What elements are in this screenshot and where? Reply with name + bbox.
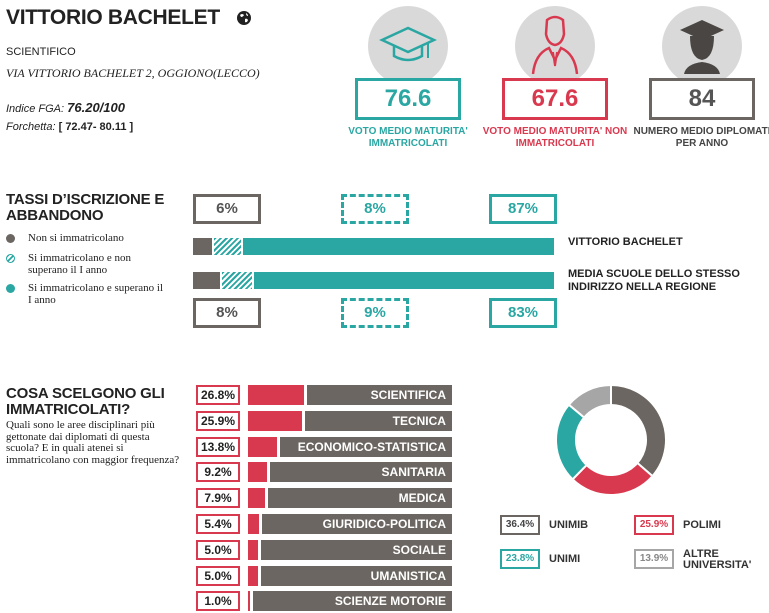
kpi-value: 67.6 [502, 78, 608, 120]
legend-dot [6, 284, 15, 293]
discipline-name: SCIENTIFICA [307, 385, 452, 405]
discipline-bar [248, 591, 251, 612]
slice-unimib [610, 384, 667, 478]
graduate-icon [680, 20, 724, 74]
discipline-pct: 9.2% [196, 462, 240, 483]
discipline-pct: 5.0% [196, 565, 240, 586]
range-label: Forchetta: [6, 121, 56, 133]
fga-index: Indice FGA: 76.20/100 [6, 100, 125, 115]
bar-segment-not-enrolled [193, 272, 220, 289]
discipline-pct: 13.8% [196, 436, 240, 457]
discipline-name: SANITARIA [270, 462, 452, 483]
discipline-row: 5.4% GIURIDICO-POLITICA [196, 514, 452, 534]
bar-segment-enrolled-failed [221, 272, 253, 289]
discipline-name: UMANISTICA [261, 565, 452, 586]
kpi-label: VOTO MEDIO MATURITA' IMMATRICOLATI [348, 126, 468, 149]
discipline-bar [248, 488, 265, 509]
legend-name-altre: ALTRE UNIVERSITA' [683, 548, 752, 571]
discipline-row: 13.8% ECONOMICO-STATISTICA [196, 436, 452, 457]
disciplines-title: COSA SCELGONO GLI IMMATRICOLATI? [6, 386, 165, 418]
bar-segment-enrolled-passed [243, 238, 554, 255]
disciplines-title-line1: COSA SCELGONO GLI [6, 385, 165, 402]
school-name: VITTORIO BACHELET [6, 6, 220, 29]
disciplines-title-line2: IMMATRICOLATI? [6, 401, 131, 418]
legend-name-unimib: UNIMIB [549, 519, 589, 531]
fga-value: 76.20/100 [67, 100, 125, 115]
school-address: VIA VITTORIO BACHELET 2, OGGIONO(LECCO) [6, 66, 260, 80]
school-not-enrolled-pct: 6% [193, 194, 261, 224]
legend-dot [6, 254, 15, 263]
legend-enrolled-passed: Si immatricolano e superano il I anno [6, 282, 166, 306]
kpi-value: 76.6 [355, 78, 461, 120]
discipline-pct: 7.9% [196, 488, 240, 509]
discipline-name: ECONOMICO-STATISTICA [279, 436, 452, 457]
enrollment-title: TASSI D’ISCRIZIONE E ABBANDONO [6, 192, 164, 224]
region-bar-label: MEDIA SCUOLE DELLO STESSO INDIRIZZO NELL… [568, 268, 740, 293]
person-icon [531, 15, 579, 74]
discipline-row: 25.9% TECNICA [196, 410, 452, 431]
discipline-pct: 26.8% [196, 385, 240, 405]
bar-segment-not-enrolled [193, 238, 213, 255]
discipline-bar [248, 462, 268, 483]
discipline-pct: 5.0% [196, 539, 240, 560]
discipline-pct: 25.9% [196, 410, 240, 431]
bar-segment-enrolled-failed [214, 238, 242, 255]
discipline-bar [248, 565, 259, 586]
disciplines-question: Quali sono le aree disciplinari più gett… [6, 419, 180, 466]
discipline-bar [248, 436, 277, 457]
discipline-name: SOCIALE [261, 539, 452, 560]
legend-label: Si immatricolano e non superano il I ann… [28, 252, 131, 276]
enrollment-title-line2: ABBANDONO [6, 207, 104, 224]
discipline-row: 7.9% MEDICA [196, 488, 452, 509]
discipline-row: 26.8% SCIENTIFICA [196, 385, 452, 405]
legend-not-enrolled: Non si immatricolano [6, 232, 166, 244]
legend-label: Non si immatricolano [28, 232, 124, 244]
school-enrolled-failed-pct: 8% [341, 194, 409, 224]
kpi-label: NUMERO MEDIO DIPLOMATI PER ANNO [633, 126, 769, 149]
discipline-name: TECNICA [305, 410, 452, 431]
bar-segment-enrolled-passed [254, 272, 554, 289]
discipline-bar [248, 385, 304, 405]
school-type: SCIENTIFICO [6, 46, 76, 58]
discipline-pct: 5.4% [196, 514, 240, 534]
discipline-row: 1.0% SCIENZE MOTORIE [196, 591, 452, 612]
legend-enrolled-failed: Si immatricolano e non superano il I ann… [6, 252, 166, 276]
school-bar-label: VITTORIO BACHELET [568, 236, 683, 248]
range-value: [ 72.47- 80.11 ] [58, 121, 134, 133]
discipline-bar [248, 539, 259, 560]
discipline-bar [248, 514, 260, 534]
legend-name-unimi: UNIMI [549, 553, 581, 565]
graduation-cap-icon [379, 26, 437, 62]
legend-pct-unimi: 23.8% [500, 549, 540, 569]
enrollment-title-line1: TASSI D’ISCRIZIONE E [6, 191, 165, 208]
discipline-row: 5.0% SOCIALE [196, 539, 452, 560]
slice-altre [567, 384, 612, 419]
discipline-name: MEDICA [267, 488, 452, 509]
region-enrolled-failed-pct: 9% [341, 298, 409, 328]
kpi-label: VOTO MEDIO MATURITA' NON IMMATRICOLATI [482, 126, 628, 149]
discipline-row: 5.0% UMANISTICA [196, 565, 452, 586]
legend-pct-altre: 13.9% [634, 549, 674, 569]
region-enrolled-passed-pct: 83% [489, 298, 557, 328]
region-stacked-bar [193, 272, 554, 289]
legend-dot [6, 234, 15, 243]
region-not-enrolled-pct: 8% [193, 298, 261, 328]
university-donut-chart [555, 384, 667, 496]
legend-pct-unimib: 36.4% [500, 515, 540, 535]
discipline-name: SCIENZE MOTORIE [253, 591, 452, 612]
globe-icon[interactable] [236, 10, 252, 26]
discipline-name: GIURIDICO-POLITICA [262, 514, 452, 534]
school-stacked-bar [193, 238, 554, 255]
kpi-value: 84 [649, 78, 755, 120]
discipline-row: 9.2% SANITARIA [196, 462, 452, 483]
legend-pct-polimi: 25.9% [634, 515, 674, 535]
school-enrolled-passed-pct: 87% [489, 194, 557, 224]
legend-label: Si immatricolano e superano il I anno [28, 282, 164, 306]
legend-name-polimi: POLIMI [683, 519, 721, 531]
discipline-pct: 1.0% [196, 591, 240, 612]
fga-label: Indice FGA: [6, 103, 65, 115]
discipline-bar [248, 410, 303, 431]
fga-range: Forchetta: [ 72.47- 80.11 ] [6, 121, 133, 133]
